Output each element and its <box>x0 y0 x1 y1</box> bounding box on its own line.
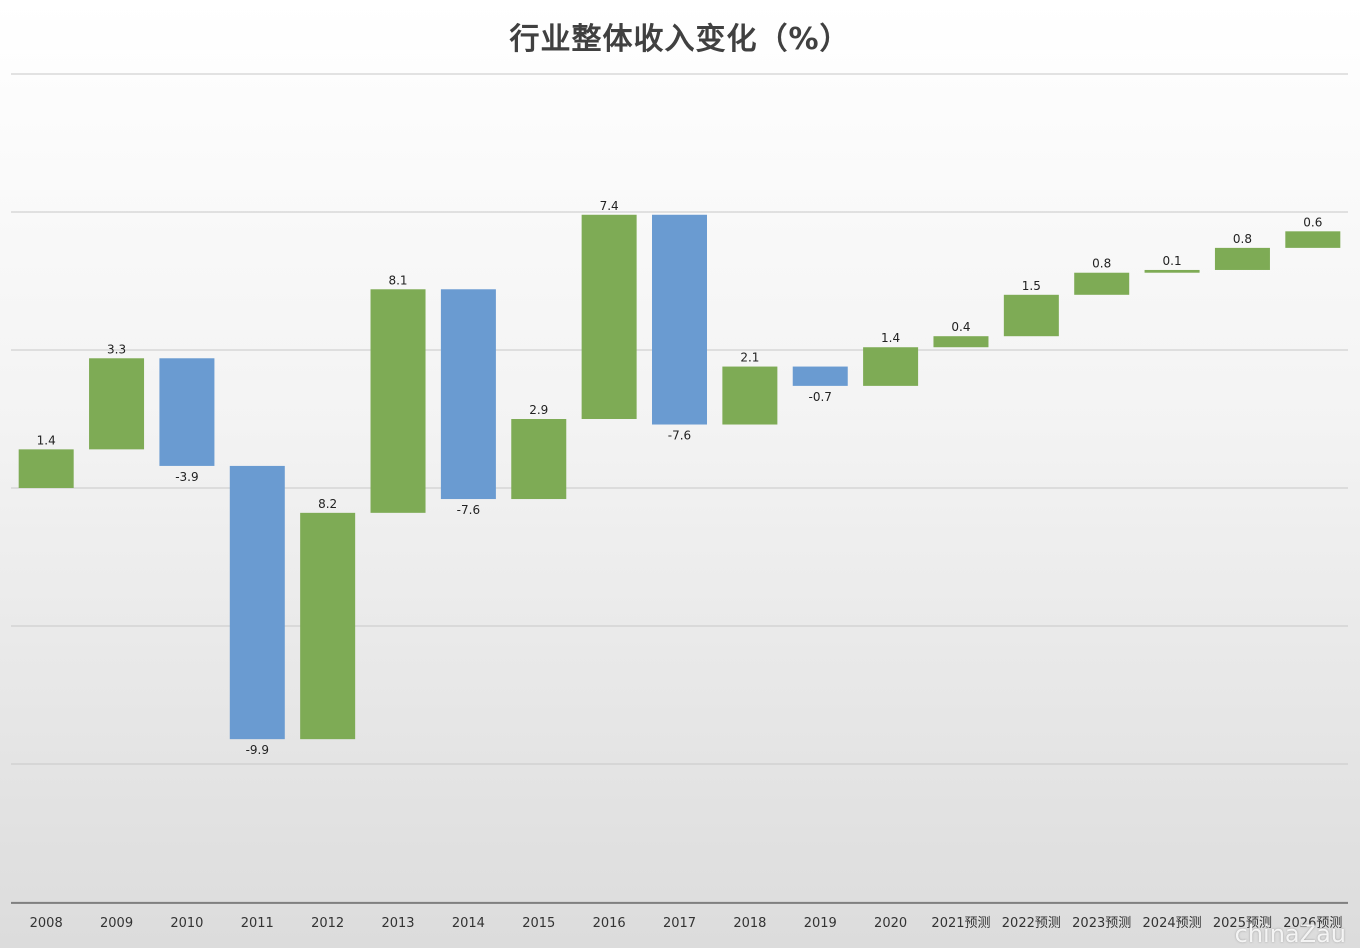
x-tick-2024预测: 2024预测 <box>1143 916 1202 931</box>
data-label-2012: 8.2 <box>318 497 337 511</box>
x-tick-2011: 2011 <box>241 916 274 931</box>
x-tick-2014: 2014 <box>452 916 485 931</box>
watermark: chinaZau <box>1234 920 1346 948</box>
data-label-2010: -3.9 <box>175 470 198 484</box>
x-tick-2023预测: 2023预测 <box>1072 916 1131 931</box>
data-label-2013: 8.1 <box>388 273 407 287</box>
x-tick-2010: 2010 <box>170 916 203 931</box>
x-tick-2017: 2017 <box>663 916 696 931</box>
data-label-2014: -7.6 <box>457 503 480 517</box>
gridlines <box>11 73 1348 904</box>
bar-2013 <box>370 289 426 513</box>
data-label-2024预测: 0.1 <box>1163 254 1182 268</box>
bar-2021预测 <box>933 336 989 348</box>
x-tick-2022预测: 2022预测 <box>1002 916 1061 931</box>
data-label-2018: 2.1 <box>740 351 759 365</box>
x-tick-2025预测: 2025预测 <box>1213 916 1272 931</box>
data-label-2008: 1.4 <box>37 433 56 447</box>
data-label-2015: 2.9 <box>529 403 548 417</box>
data-label-2025预测: 0.8 <box>1233 232 1252 246</box>
bar-2008 <box>18 449 74 488</box>
bar-2018 <box>722 366 778 425</box>
bar-2020 <box>863 347 919 386</box>
x-tick-2015: 2015 <box>522 916 555 931</box>
x-axis-ticks: 2008 2009 2010 2011 2012 2013 2014 2015 2016 2017… <box>30 916 1343 931</box>
x-tick-2009: 2009 <box>100 916 133 931</box>
bar-2022预测 <box>1003 294 1059 337</box>
x-tick-2008: 2008 <box>30 916 63 931</box>
bar-2026预测 <box>1285 231 1341 248</box>
data-label-2020: 1.4 <box>881 331 900 345</box>
x-tick-2021预测: 2021预测 <box>931 916 990 931</box>
data-label-2021预测: 0.4 <box>951 320 970 334</box>
chart-title: 行业整体收入变化（%） <box>509 22 851 57</box>
x-tick-2018: 2018 <box>733 916 766 931</box>
bar-2012 <box>300 512 356 740</box>
data-label-2019: -0.7 <box>809 390 832 404</box>
x-tick-2019: 2019 <box>804 916 837 931</box>
bar-2014 <box>440 289 496 500</box>
bar-2011 <box>229 465 285 740</box>
bar-2017 <box>652 214 707 425</box>
data-label-2009: 3.3 <box>107 342 126 356</box>
data-label-2022预测: 1.5 <box>1022 279 1041 293</box>
bars <box>18 214 1341 740</box>
bar-2016 <box>581 214 637 419</box>
bar-2024预测 <box>1144 269 1200 273</box>
data-labels: 1.4 3.3 -3.9 -9.9 8.2 8.1 -7.6 2.9 7.4 -7.6 2.1 -0.… <box>37 199 1323 757</box>
x-tick-2020: 2020 <box>874 916 907 931</box>
bar-2009 <box>89 358 145 450</box>
bar-2019 <box>792 366 848 386</box>
x-tick-2013: 2013 <box>381 916 414 931</box>
data-label-2011: -9.9 <box>246 743 269 757</box>
bar-2010 <box>159 358 215 466</box>
bar-2025预测 <box>1214 247 1270 270</box>
data-label-2016: 7.4 <box>600 199 619 213</box>
data-label-2026预测: 0.6 <box>1303 215 1322 229</box>
x-tick-2016: 2016 <box>593 916 626 931</box>
x-tick-2012: 2012 <box>311 916 344 931</box>
data-label-2017: -7.6 <box>668 429 691 443</box>
x-tick-2026预测: 2026预测 <box>1283 916 1342 931</box>
data-label-2023预测: 0.8 <box>1092 257 1111 271</box>
bar-2023预测 <box>1074 272 1130 295</box>
bar-2015 <box>511 419 567 500</box>
